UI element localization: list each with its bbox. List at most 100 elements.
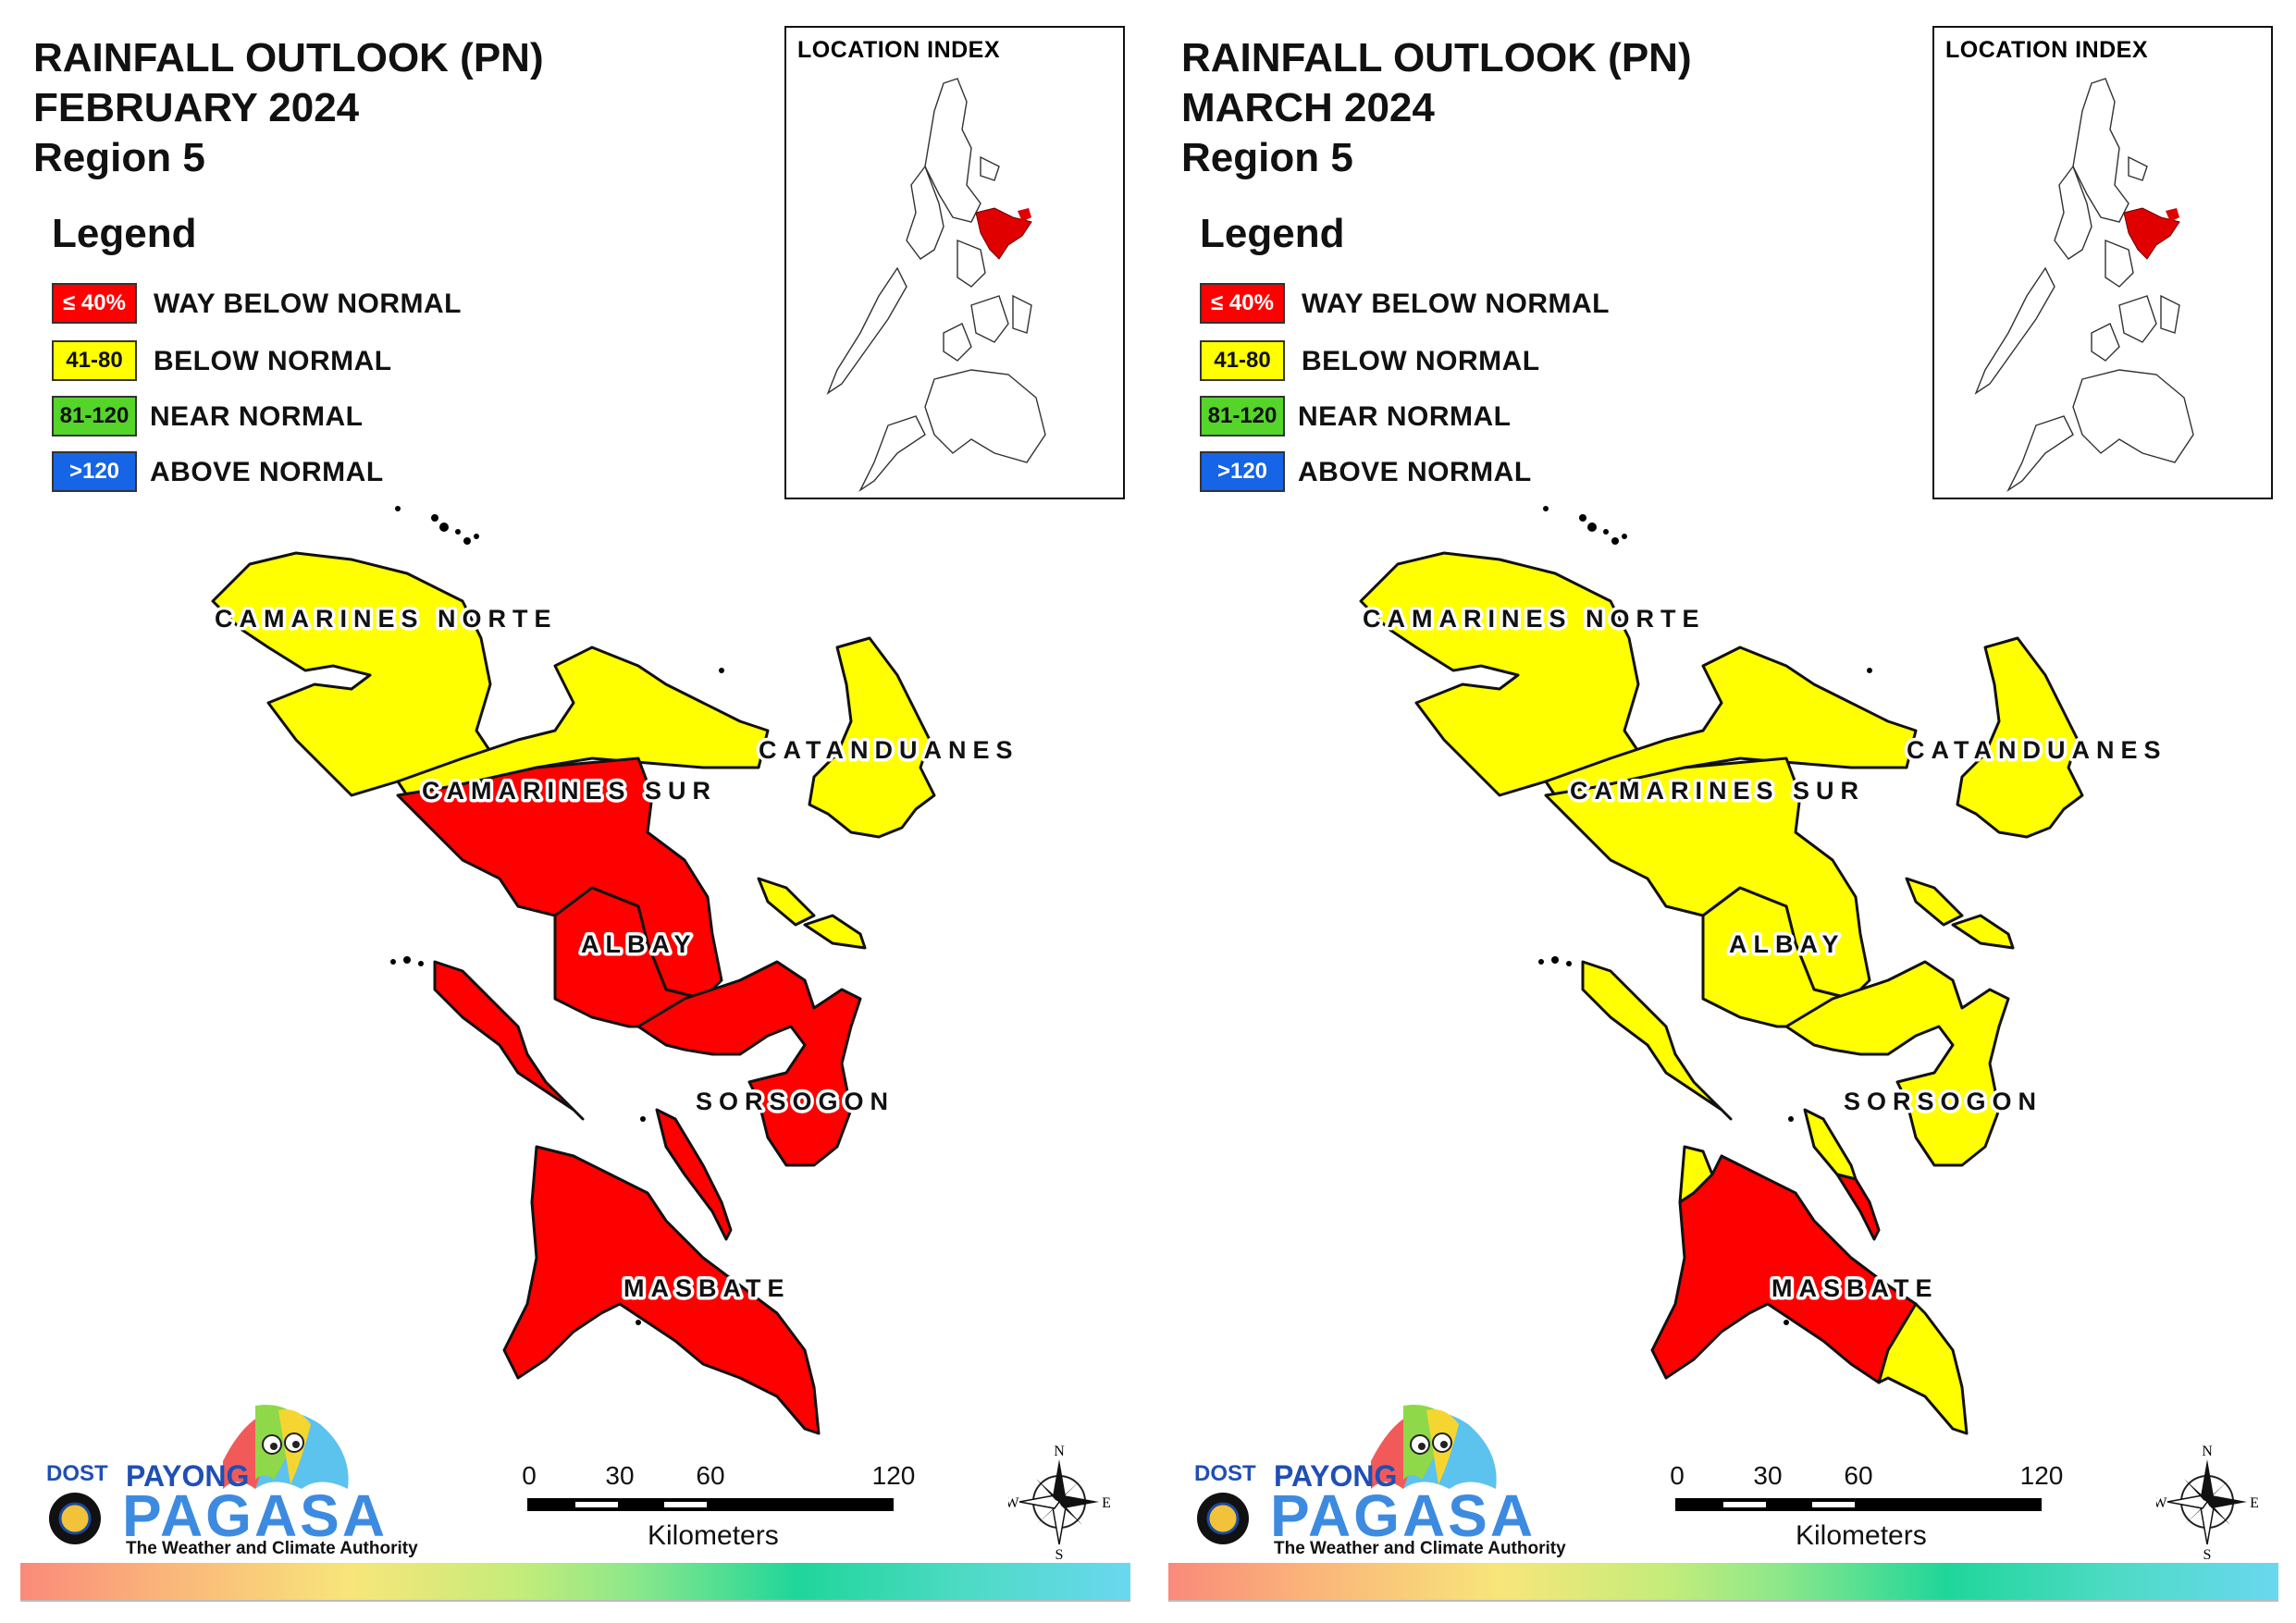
label-camarines-sur: CAMARINES SUR bbox=[1570, 777, 1865, 805]
logo-tagline: The Weather and Climate Authority bbox=[126, 1539, 418, 1558]
color-strip bbox=[1168, 1563, 2278, 1600]
legend-item-above: >120 ABOVE NORMAL bbox=[1200, 451, 1662, 492]
logo-payong: PAYONG bbox=[126, 1459, 250, 1493]
outlook-panel-february: RAINFALL OUTLOOK (PN) FEBRUARY 2024 Regi… bbox=[20, 26, 1130, 1602]
svg-text:N: N bbox=[1054, 1444, 1065, 1459]
region-5-map: CAMARINES NORTE CATANDUANES CAMARINES SU… bbox=[211, 506, 1019, 1435]
province-camarines-norte bbox=[211, 551, 497, 797]
location-index-title: LOCATION INDEX bbox=[1945, 37, 2149, 63]
svg-text:E: E bbox=[1102, 1495, 1110, 1511]
province-masbate bbox=[502, 1145, 821, 1435]
philippines-index-map bbox=[1974, 78, 2194, 493]
scale-tick: 120 bbox=[871, 1461, 916, 1490]
legend-swatch: >120 bbox=[1200, 451, 1285, 492]
legend-swatch: ≤ 40% bbox=[52, 283, 137, 324]
payong-umbrella-icon bbox=[49, 1405, 349, 1544]
scale-tick: 60 bbox=[696, 1461, 725, 1490]
logo-payong: PAYONG bbox=[1274, 1459, 1398, 1493]
legend-label: ABOVE NORMAL bbox=[150, 457, 384, 487]
payong-umbrella-icon bbox=[1197, 1405, 1497, 1544]
title-line-3: Region 5 bbox=[33, 135, 205, 180]
island-ticao bbox=[655, 1108, 733, 1241]
legend-item-way-below: ≤ 40% WAY BELOW NORMAL bbox=[52, 283, 514, 324]
label-masbate: MASBATE bbox=[1771, 1274, 1939, 1302]
pagasa-logo: DOST PAYONG PAGASA The Weather and Clima… bbox=[33, 1387, 418, 1563]
scale-tick: 30 bbox=[1753, 1461, 1783, 1490]
svg-text:W: W bbox=[1008, 1495, 1019, 1511]
title-line-1: RAINFALL OUTLOOK (PN) bbox=[33, 35, 544, 80]
compass-rose: N S W E bbox=[1005, 1443, 1110, 1563]
scale-bar: 0 30 60 120 Kilometers bbox=[522, 1461, 916, 1563]
label-catanduanes: CATANDUANES bbox=[759, 736, 1019, 764]
label-sorsogon: SORSOGON bbox=[696, 1088, 895, 1115]
title-line-1: RAINFALL OUTLOOK (PN) bbox=[1181, 35, 1692, 80]
legend-label: BELOW NORMAL bbox=[1302, 346, 1540, 376]
svg-text:S: S bbox=[2203, 1547, 2212, 1561]
location-index: LOCATION INDEX bbox=[784, 26, 1125, 499]
label-camarines-norte: CAMARINES NORTE bbox=[1363, 605, 1706, 633]
scale-bar-graphic bbox=[1675, 1498, 2042, 1511]
region-5-highlight bbox=[975, 207, 1032, 260]
legend-title: Legend bbox=[52, 211, 197, 256]
pagasa-logo: DOST PAYONG PAGASA The Weather and Clima… bbox=[1181, 1387, 1566, 1563]
title-line-3: Region 5 bbox=[1181, 135, 1353, 180]
legend-label: NEAR NORMAL bbox=[150, 401, 364, 432]
logo-pagasa: PAGASA bbox=[122, 1482, 389, 1549]
location-index-title: LOCATION INDEX bbox=[797, 37, 1001, 63]
title-line-2: MARCH 2024 bbox=[1181, 85, 1435, 130]
legend-item-below: 41-80 BELOW NORMAL bbox=[52, 340, 514, 381]
logo-dost: DOST bbox=[46, 1461, 108, 1486]
legend-swatch: 81-120 bbox=[52, 396, 137, 436]
scale-tick: 60 bbox=[1844, 1461, 1873, 1490]
compass-rose-icon: N S W E bbox=[2153, 1444, 2258, 1563]
scale-unit: Kilometers bbox=[648, 1520, 779, 1551]
legend-swatch: 41-80 bbox=[52, 340, 137, 381]
scale-tick: 30 bbox=[605, 1461, 635, 1490]
footer-line bbox=[20, 1600, 1130, 1602]
philippines-index-map bbox=[826, 78, 1046, 493]
region-5-highlight bbox=[2123, 207, 2180, 260]
legend-label: NEAR NORMAL bbox=[1298, 401, 1512, 432]
scale-unit: Kilometers bbox=[1796, 1520, 1927, 1551]
label-camarines-norte: CAMARINES NORTE bbox=[215, 605, 558, 633]
scale-tick: 0 bbox=[522, 1461, 537, 1490]
map-title: RAINFALL OUTLOOK (PN) FEBRUARY 2024 Regi… bbox=[33, 33, 544, 183]
legend-swatch: >120 bbox=[52, 451, 137, 492]
legend-swatch: ≤ 40% bbox=[1200, 283, 1285, 324]
footer-line bbox=[1168, 1600, 2278, 1602]
label-masbate: MASBATE bbox=[623, 1274, 791, 1302]
color-strip bbox=[20, 1563, 1130, 1600]
legend-item-below: 41-80 BELOW NORMAL bbox=[1200, 340, 1662, 381]
svg-text:E: E bbox=[2250, 1495, 2258, 1511]
scale-bar: 0 30 60 120 Kilometers bbox=[1670, 1461, 2064, 1563]
label-albay: ALBAY bbox=[581, 930, 697, 958]
legend-title: Legend bbox=[1200, 211, 1345, 256]
legend-label: WAY BELOW NORMAL bbox=[154, 289, 463, 319]
legend-item-above: >120 ABOVE NORMAL bbox=[52, 451, 514, 492]
logo-dost: DOST bbox=[1194, 1461, 1256, 1486]
scale-bar-graphic bbox=[527, 1498, 894, 1511]
location-index: LOCATION INDEX bbox=[1932, 26, 2273, 499]
scale-tick: 120 bbox=[2019, 1461, 2064, 1490]
svg-text:N: N bbox=[2202, 1444, 2213, 1459]
province-catanduanes bbox=[808, 636, 936, 839]
island-burias bbox=[433, 960, 585, 1121]
legend-item-near: 81-120 NEAR NORMAL bbox=[1200, 396, 1662, 436]
outlook-panel-march: RAINFALL OUTLOOK (PN) MARCH 2024 Region … bbox=[1148, 0, 2296, 1623]
legend-swatch: 41-80 bbox=[1200, 340, 1285, 381]
compass-rose: N S W E bbox=[2153, 1443, 2258, 1563]
map-title: RAINFALL OUTLOOK (PN) MARCH 2024 Region … bbox=[1181, 33, 1692, 183]
title-line-2: FEBRUARY 2024 bbox=[33, 85, 360, 130]
label-sorsogon: SORSOGON bbox=[1844, 1088, 2043, 1115]
label-catanduanes: CATANDUANES bbox=[1907, 736, 2167, 764]
logo-tagline: The Weather and Climate Authority bbox=[1274, 1539, 1566, 1558]
scale-tick: 0 bbox=[1670, 1461, 1685, 1490]
label-albay: ALBAY bbox=[1729, 930, 1845, 958]
legend-item-near: 81-120 NEAR NORMAL bbox=[52, 396, 514, 436]
logo-pagasa: PAGASA bbox=[1270, 1482, 1537, 1549]
compass-rose-icon: N S W E bbox=[1005, 1444, 1110, 1563]
legend-swatch: 81-120 bbox=[1200, 396, 1285, 436]
legend-label: BELOW NORMAL bbox=[154, 346, 392, 376]
svg-text:W: W bbox=[2156, 1495, 2167, 1511]
legend-label: WAY BELOW NORMAL bbox=[1302, 289, 1611, 319]
